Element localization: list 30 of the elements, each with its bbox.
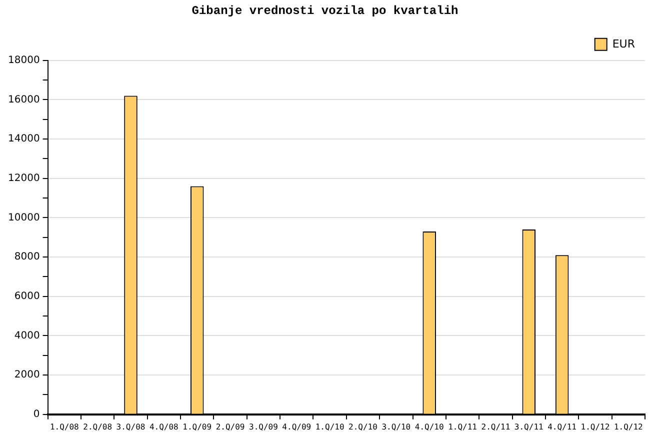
x-tick-label: 1.Q/08 [50,422,80,432]
y-tick-label: 2000 [14,370,40,381]
chart-title: Gibanje vrednosti vozila po kvartalih [192,4,458,18]
x-tick-label: 2.Q/08 [83,422,112,432]
y-tick-label: 12000 [8,172,40,184]
x-tick-label: 1.Q/10 [315,422,344,432]
legend-label: EUR [612,37,636,50]
y-tick-label: 16000 [8,94,40,106]
x-tick-label: 3.Q/10 [382,422,411,432]
y-tick-label: 10000 [8,212,40,224]
x-tick-label: 4.Q/10 [414,422,444,432]
x-tick-label: 1.Q/12 [580,422,610,432]
x-tick-label: 3.Q/11 [514,422,544,432]
y-tick-label: 6000 [14,290,40,302]
y-tick-label: 8000 [14,252,40,263]
x-tick-label: 3.Q/09 [249,422,278,432]
x-tick-label: 4.Q/09 [282,422,312,432]
y-tick-label: 14000 [8,134,40,145]
y-tick-label: 4000 [14,330,40,342]
x-tick-label: 2.Q/11 [481,422,510,432]
x-tick-label: 4.Q/11 [548,422,577,432]
x-tick-label: 1.Q/12 [614,422,644,432]
x-tick-label: 1.Q/09 [182,422,212,432]
y-tick-label: 0 [33,408,40,420]
x-tick-label: 4.Q/08 [149,422,179,432]
x-tick-label: 1.Q/11 [448,422,478,432]
x-tick-label: 3.Q/08 [116,422,146,432]
y-tick-label: 18000 [8,54,40,66]
x-tick-label: 2.Q/09 [216,422,245,432]
x-tick-label: 2.Q/10 [348,422,378,432]
